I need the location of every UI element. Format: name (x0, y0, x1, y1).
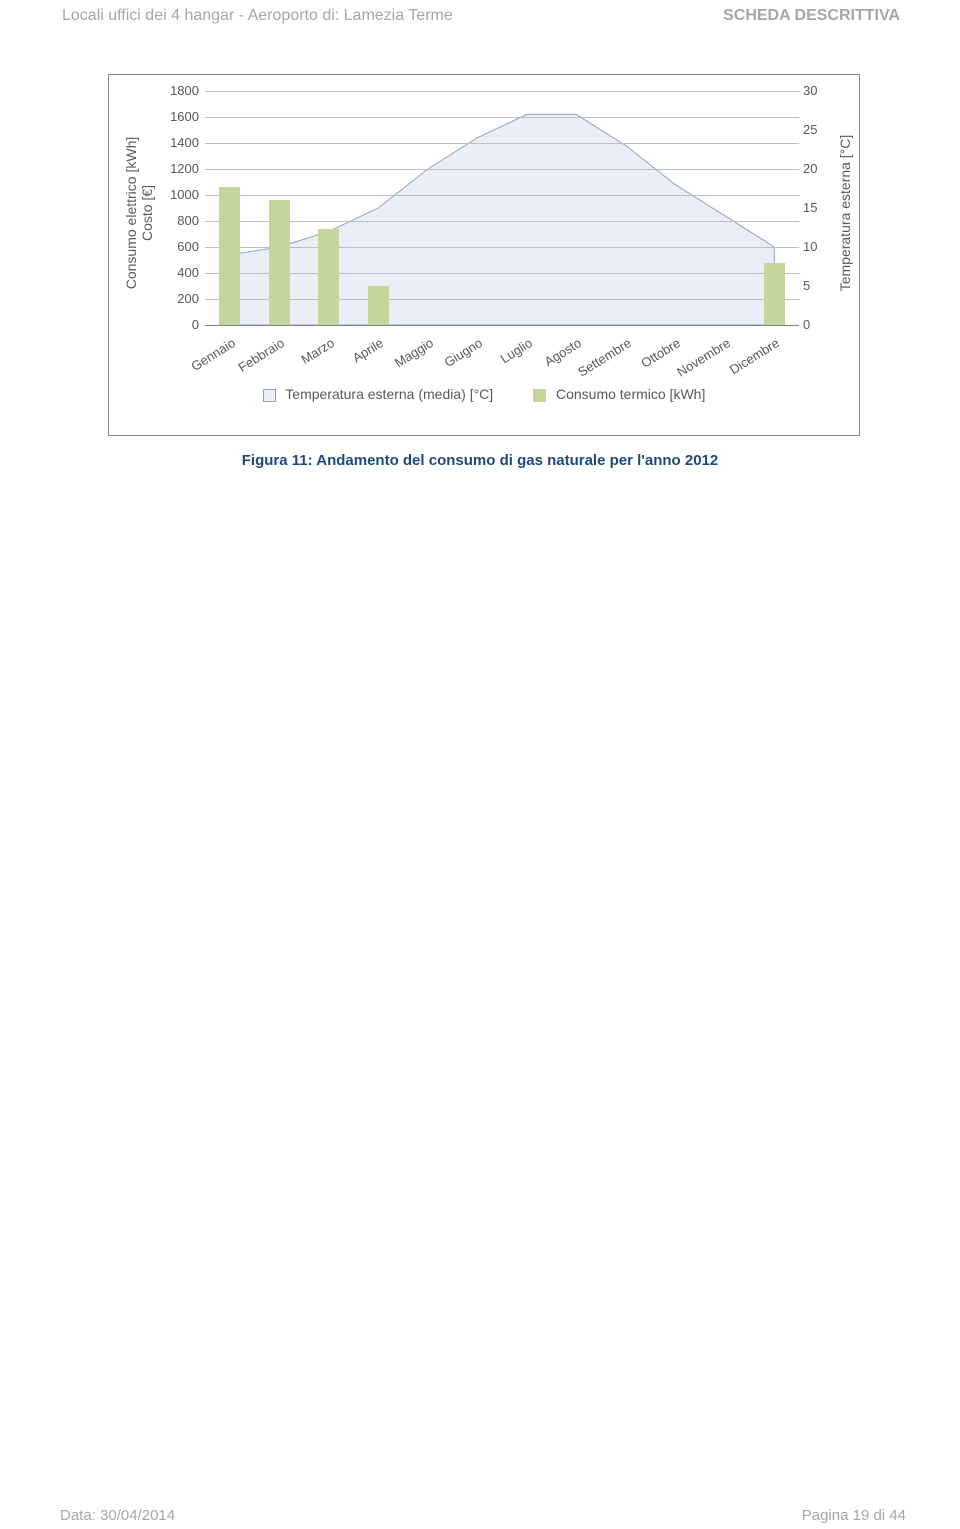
gridline (205, 299, 799, 300)
bar (318, 229, 339, 325)
y-left-tick: 800 (165, 214, 199, 227)
y-left-tick: 1800 (165, 84, 199, 97)
y-right-tick: 25 (803, 123, 827, 136)
footer-date: Data: 30/04/2014 (60, 1507, 175, 1524)
y-left-tick: 1600 (165, 110, 199, 123)
legend-swatch-consumption (533, 389, 546, 402)
y-right-tick: 10 (803, 240, 827, 253)
page-header: Locali uffici dei 4 hangar - Aeroporto d… (0, 7, 960, 31)
legend-item-temperature: Temperatura esterna (media) [°C] (263, 386, 494, 402)
gridline (205, 143, 799, 144)
gridline (205, 169, 799, 170)
temperature-area (205, 91, 799, 325)
y-right-tick: 5 (803, 279, 827, 292)
chart-container: Consumo elettrico [kWh] Costo [€] Temper… (108, 74, 860, 436)
bar (764, 263, 785, 325)
legend-item-consumption: Consumo termico [kWh] (533, 386, 705, 402)
y-right-tick: 30 (803, 84, 827, 97)
y-left-tick: 1400 (165, 136, 199, 149)
y-left-tick: 0 (165, 318, 199, 331)
header-right-text: SCHEDA DESCRITTIVA (723, 7, 900, 25)
legend-label-temperature: Temperatura esterna (media) [°C] (285, 386, 493, 402)
y-right-axis-label: Temperatura esterna [°C] (837, 115, 853, 315)
y-left-tick: 600 (165, 240, 199, 253)
x-axis-labels: GennaioFebbraioMarzoAprileMaggioGiugnoLu… (205, 331, 799, 371)
gridline (205, 221, 799, 222)
y-right-tick: 0 (803, 318, 827, 331)
header-left-text: Locali uffici dei 4 hangar - Aeroporto d… (62, 7, 453, 25)
y-right-tick: 20 (803, 162, 827, 175)
gridline (205, 91, 799, 92)
y-left-tick: 200 (165, 292, 199, 305)
y-left-label-2: Costo [€] (139, 113, 155, 313)
y-left-tick: 400 (165, 266, 199, 279)
chart-legend: Temperatura esterna (media) [°C] Consumo… (109, 385, 859, 402)
y-left-label-1: Consumo elettrico [kWh] (123, 113, 139, 313)
y-left-tick: 1200 (165, 162, 199, 175)
footer-page: Pagina 19 di 44 (802, 1507, 906, 1524)
gridline (205, 325, 799, 326)
gridline (205, 195, 799, 196)
gridline (205, 273, 799, 274)
gridline (205, 247, 799, 248)
bar (269, 200, 290, 325)
gridline (205, 117, 799, 118)
figure-caption: Figura 11: Andamento del consumo di gas … (0, 452, 960, 469)
y-left-axis-label: Consumo elettrico [kWh] Costo [€] (119, 115, 135, 315)
legend-label-consumption: Consumo termico [kWh] (556, 386, 705, 402)
bar (368, 286, 389, 325)
bar (219, 187, 240, 325)
y-right-tick: 15 (803, 201, 827, 214)
y-right-label: Temperatura esterna [°C] (837, 113, 853, 313)
legend-swatch-temperature (263, 389, 276, 402)
plot-area: 0200400600800100012001400160018000510152… (205, 91, 799, 325)
y-left-tick: 1000 (165, 188, 199, 201)
